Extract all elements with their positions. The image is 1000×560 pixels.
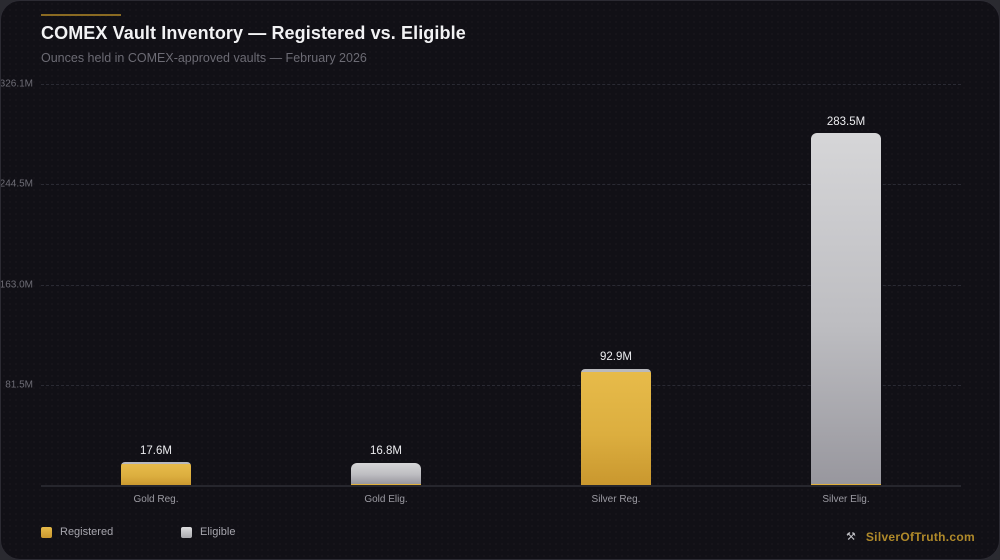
treasure-icon: ⚒ bbox=[846, 530, 856, 543]
x-tick-label: Gold Reg. bbox=[133, 494, 179, 505]
legend-item-eligible[interactable]: Eligible bbox=[181, 526, 321, 538]
bar-value-label: 92.9M bbox=[600, 351, 632, 363]
legend-item-registered[interactable]: Registered bbox=[41, 526, 181, 538]
x-axis-baseline bbox=[41, 485, 961, 487]
x-tick-label: Silver Reg. bbox=[591, 494, 641, 505]
y-tick-label: 244.5M bbox=[0, 178, 33, 190]
legend-label: Registered bbox=[60, 526, 114, 538]
accent-line bbox=[41, 14, 121, 16]
gridline bbox=[41, 385, 961, 386]
bar-segment-eligible bbox=[811, 133, 881, 484]
gridline bbox=[41, 84, 961, 85]
legend-swatch-eligible bbox=[181, 526, 192, 538]
chart-legend: Registered Eligible bbox=[41, 526, 321, 538]
gridline bbox=[41, 285, 961, 286]
y-tick-label: 163.0M bbox=[0, 279, 33, 291]
bar-gold-eligible[interactable] bbox=[351, 463, 421, 486]
legend-label: Eligible bbox=[200, 526, 236, 538]
chart-title: COMEX Vault Inventory — Registered vs. E… bbox=[41, 23, 466, 43]
bar-segment-registered bbox=[121, 464, 191, 486]
y-tick-label: 326.1M bbox=[0, 78, 33, 90]
chart-subtitle: Ounces held in COMEX-approved vaults — F… bbox=[41, 51, 367, 65]
legend-swatch-registered bbox=[41, 526, 52, 538]
bar-segment-eligible bbox=[121, 462, 191, 464]
bar-segment-eligible bbox=[581, 369, 651, 372]
gridline bbox=[41, 184, 961, 185]
x-tick-label: Silver Elig. bbox=[822, 494, 870, 505]
y-tick-label: 81.5M bbox=[5, 379, 33, 391]
bar-silver-eligible[interactable] bbox=[811, 133, 881, 486]
bar-segment-registered bbox=[581, 372, 651, 486]
bar-silver-registered[interactable] bbox=[581, 369, 651, 486]
brand-text: SilverOfTruth.com bbox=[865, 530, 975, 544]
bar-value-label: 16.8M bbox=[370, 445, 402, 457]
bar-value-label: 283.5M bbox=[826, 116, 866, 128]
x-tick-label: Gold Elig. bbox=[364, 494, 408, 505]
brand-watermark: ⚒ SilverOfTruth.com bbox=[846, 530, 975, 544]
bar-value-label: 17.6M bbox=[140, 445, 172, 457]
bar-gold-registered[interactable] bbox=[121, 462, 191, 486]
bar-segment-eligible bbox=[351, 463, 421, 484]
